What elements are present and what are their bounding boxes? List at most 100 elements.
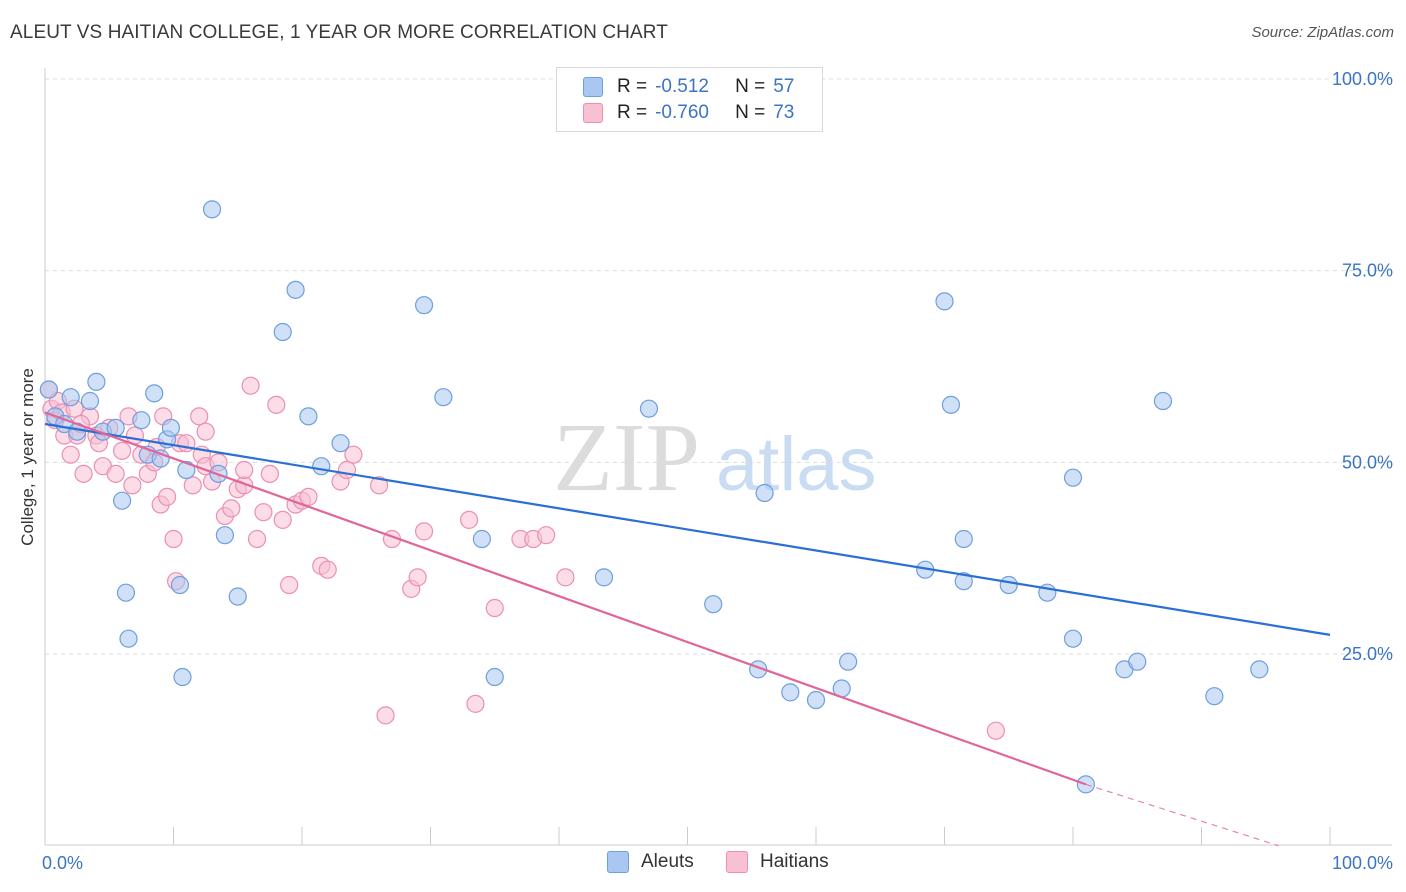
watermark: ZIP atlas [553,404,877,512]
aleut-point [161,418,181,437]
y-tick-label: 100.0% [1332,69,1393,89]
aleut-point [119,629,138,648]
legend-swatch-aleuts [583,77,603,97]
aleut-point [312,457,331,476]
haitian-point [337,460,357,480]
aleut-point [935,292,954,311]
haitian-point [414,522,434,541]
haitians-trend-line-extension [1085,783,1279,847]
aleut-point [1153,391,1173,411]
haitian-point [459,510,479,529]
haitian-point [106,464,125,483]
haitian-point [280,575,299,595]
aleut-point [1205,687,1224,706]
aleut-point [1250,660,1269,679]
y-tick-label: 50.0% [1342,452,1393,472]
haitian-point [196,422,215,441]
haitian-point [157,487,177,506]
aleut-point [116,583,136,602]
aleut-point [273,322,292,342]
aleut-point [173,667,192,687]
legend-r-value: -0.760 [655,102,709,123]
haitian-point [466,694,485,713]
aleut-point [1128,652,1147,671]
haitian-point [164,529,183,549]
haitian-point [537,526,556,545]
legend-swatch-haitians [726,851,748,873]
aleut-point [39,380,58,399]
haitian-point [241,376,260,395]
aleut-point [414,296,434,315]
aleut-point [594,568,614,587]
haitian-point [247,529,267,549]
aleut-point [954,572,973,591]
aleut-point [202,200,222,219]
aleut-point [177,460,196,480]
aleut-point [954,529,973,549]
haitian-point [556,568,575,587]
haitian-point [376,706,395,725]
aleut-point [485,667,504,687]
aleut-point [472,529,491,549]
aleut-point [286,280,305,299]
haitian-point [222,499,241,518]
haitian-point [123,476,142,495]
legend-n-label: N = [735,76,766,97]
aleut-point [331,434,350,453]
aleut-point [145,384,164,403]
legend-swatch-aleuts [607,851,629,873]
haitian-point [273,510,292,529]
aleut-point [61,388,80,407]
haitian-point [318,560,337,579]
legend-r-label: R = [617,102,648,123]
haitian-point [370,476,389,495]
aleut-point [1063,629,1083,648]
haitian-point [267,395,286,414]
haitian-point [408,568,427,587]
haitian-point [235,460,254,480]
haitian-point [112,441,132,460]
legend-row-aleuts: R = -0.512 N = 57 [583,74,794,100]
haitian-point [254,503,273,522]
aleut-point [941,395,961,414]
legend-item-aleuts[interactable]: Aleuts [607,851,694,873]
x-tick-label: 0.0% [42,853,83,873]
trend-lines [44,411,1331,847]
aleut-point [228,587,247,606]
haitian-point [344,445,363,464]
haitian-point [986,721,1006,740]
legend-row-haitians: R = -0.760 N = 73 [583,100,794,126]
aleut-point [639,399,659,418]
haitians-trend-line [44,411,1087,786]
legend-swatch-haitians [583,103,603,123]
aleut-point [999,575,1018,595]
legend-n-value: 73 [773,102,795,123]
gridlines [45,78,1392,655]
x-tick-label: 100.0% [1332,853,1393,873]
aleut-point [839,652,858,671]
aleut-point [755,483,774,503]
aleut-point [806,690,826,710]
aleut-point [215,526,234,545]
legend-n-value: 57 [773,76,795,97]
aleut-point [132,411,151,430]
haitian-point [485,598,504,618]
haitian-point [299,487,318,506]
legend-label-haitians: Haitians [760,851,829,872]
haitian-point [74,464,93,483]
aleut-point [781,683,800,702]
aleut-point [434,388,453,407]
tick-labels: 25.0% 50.0% 75.0% 100.0% 0.0% 100.0% [42,69,1393,873]
series-legend: Aleuts Haitians [0,851,1406,877]
legend-n-label: N = [735,102,766,123]
legend-label-aleuts: Aleuts [641,851,694,872]
y-tick-label: 75.0% [1342,261,1393,281]
legend-item-haitians[interactable]: Haitians [726,851,829,873]
correlation-legend: R = -0.512 N = 57 R = -0.760 N = 73 [556,67,823,132]
aleut-point [80,391,100,411]
legend-r-value: -0.512 [655,76,709,97]
chart-title: ALEUT VS HAITIAN COLLEGE, 1 YEAR OR MORE… [10,22,668,43]
aleut-point [1063,468,1083,487]
watermark-zip: ZIP [553,404,700,512]
